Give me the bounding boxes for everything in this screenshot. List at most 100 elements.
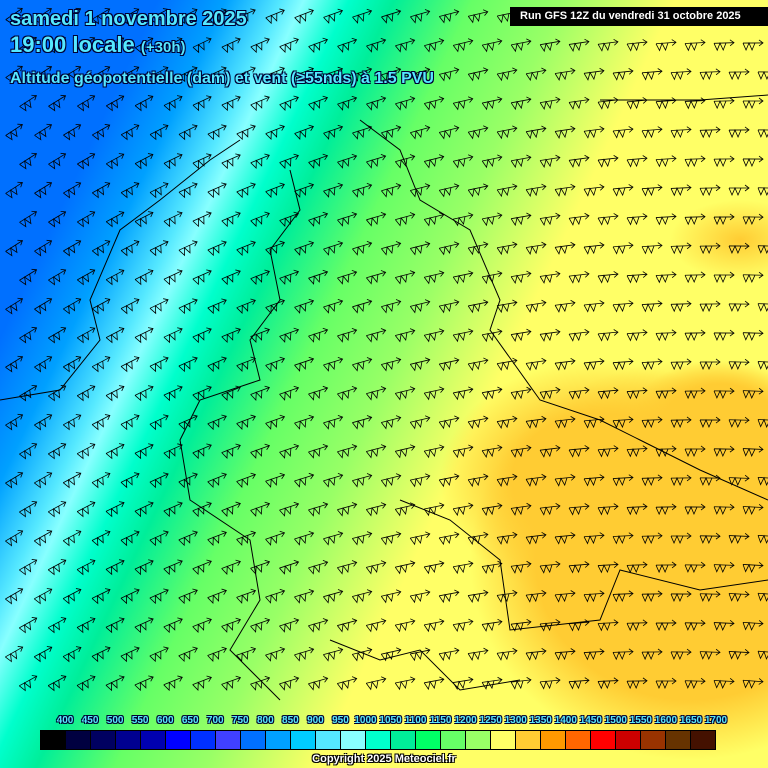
legend-swatch (116, 731, 141, 749)
wind-barb-icon (394, 676, 416, 691)
wind-barb-icon (134, 385, 154, 402)
wind-barb-icon (77, 269, 96, 286)
wind-barb-icon (352, 124, 373, 140)
wind-barb-icon (19, 617, 38, 634)
wind-barb-icon (583, 125, 605, 139)
wind-barb-icon (395, 270, 416, 285)
wind-barb-icon (192, 675, 212, 691)
wind-barb-icon (525, 125, 547, 140)
wind-barb-icon (438, 589, 460, 604)
legend-swatch (266, 731, 291, 749)
wind-barb-icon (77, 211, 96, 228)
wind-barb-icon (655, 213, 677, 226)
wind-barb-icon (410, 125, 431, 140)
wind-barb-icon (120, 646, 140, 663)
wind-barb-icon (63, 356, 82, 373)
legend-label: 1050 (379, 715, 402, 726)
wind-barb-icon (19, 384, 38, 402)
wind-barb-icon (352, 66, 373, 82)
wind-barb-icon (684, 503, 706, 516)
legend-label: 1000 (354, 715, 377, 726)
wind-barb-icon (34, 181, 53, 199)
wind-barb-icon (394, 328, 416, 343)
wind-barb-icon (510, 560, 532, 574)
wind-barb-icon (742, 387, 764, 399)
wind-barb-icon (641, 532, 663, 545)
wind-barb-icon (655, 155, 677, 168)
wind-barb-icon (409, 531, 431, 546)
wind-barb-icon (134, 269, 154, 286)
wind-barb-icon (265, 588, 286, 604)
wind-barb-icon (626, 329, 648, 342)
wind-barb-icon (34, 530, 53, 547)
wind-barb-icon (337, 269, 358, 285)
wind-barb-icon (554, 299, 576, 313)
wind-barb-icon (626, 155, 648, 168)
wind-barb-icon (134, 501, 154, 518)
wind-barb-icon (192, 617, 212, 634)
wind-barb-icon (178, 530, 198, 547)
wind-barb-icon (178, 588, 198, 605)
wind-barb-icon (351, 589, 373, 604)
wind-barb-icon (34, 413, 53, 431)
wind-barb-icon (265, 646, 286, 662)
wind-barb-icon (742, 271, 764, 283)
color-legend (40, 730, 716, 750)
wind-barb-icon (178, 240, 198, 257)
wind-barb-icon (366, 386, 387, 401)
wind-barb-icon (308, 502, 329, 517)
wind-barb-icon (583, 648, 605, 661)
wind-barb-icon (423, 676, 445, 691)
wind-barb-icon (409, 589, 431, 604)
wind-barb-icon (149, 472, 169, 489)
wind-barb-icon (323, 356, 344, 372)
wind-barb-icon (641, 68, 663, 81)
wind-barb-icon (452, 96, 474, 111)
wind-barb-icon (76, 443, 96, 460)
wind-barb-icon (612, 474, 634, 487)
wind-barb-icon (134, 675, 154, 692)
wind-barb-icon (250, 211, 270, 228)
wind-barb-icon (568, 503, 590, 516)
wind-barb-icon (438, 473, 460, 488)
wind-barb-icon (539, 503, 561, 516)
wind-barb-icon (423, 444, 445, 459)
wind-barb-icon (481, 386, 503, 401)
wind-barb-icon (684, 561, 706, 574)
wind-barb-icon (76, 675, 96, 692)
wind-barb-icon (510, 676, 532, 690)
wind-barb-icon (496, 241, 518, 256)
wind-barb-icon (583, 300, 605, 313)
legend-swatch (366, 731, 391, 749)
wind-barb-icon (597, 503, 619, 516)
legend-label: 1200 (454, 715, 477, 726)
wind-barb-icon (120, 588, 140, 605)
wind-barb-icon (597, 213, 619, 226)
wind-barb-icon (63, 181, 82, 199)
wind-barb-icon (365, 676, 387, 691)
wind-barb-icon (294, 589, 315, 604)
wind-barb-icon (410, 183, 431, 198)
wind-barb-icon (641, 184, 663, 197)
legend-swatch (341, 731, 366, 749)
legend-label: 1600 (654, 715, 678, 726)
wind-barb-icon (626, 97, 648, 110)
wind-barb-icon (409, 647, 431, 662)
wind-barb-icon (91, 414, 111, 431)
wind-barb-icon (612, 416, 634, 429)
wind-barb-icon (19, 36, 37, 54)
wind-barb-icon (381, 241, 402, 256)
wind-barb-icon (728, 126, 750, 139)
wind-barb-icon (713, 445, 735, 457)
wind-barb-icon (742, 503, 764, 515)
legend-swatch (566, 731, 591, 749)
wind-barb-icon (395, 38, 416, 53)
legend-swatch (616, 731, 641, 749)
wind-barb-icon (178, 472, 198, 489)
wind-barb-icon (394, 386, 416, 401)
wind-barb-icon (713, 619, 735, 631)
wind-barb-icon (337, 95, 358, 111)
wind-barb-icon (539, 212, 561, 226)
wind-barb-icon (655, 561, 677, 574)
wind-barb-icon (655, 329, 677, 342)
